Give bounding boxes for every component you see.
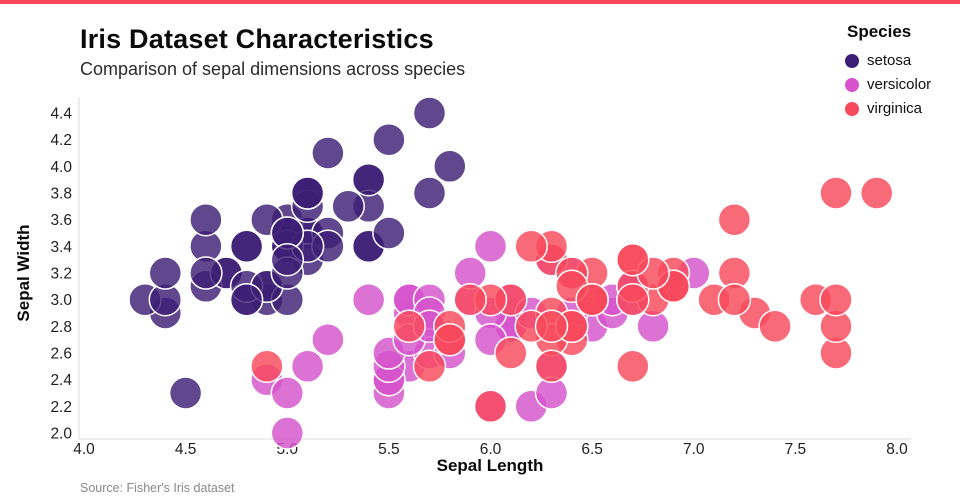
y-tick-label: 2.0 (50, 426, 72, 443)
point-setosa (311, 136, 345, 170)
y-tick-label: 3.0 (50, 292, 72, 309)
point-virginica (717, 282, 752, 317)
point-setosa (189, 202, 223, 237)
x-tick-label: 6.0 (480, 441, 502, 458)
x-tick-label: 4.5 (175, 441, 197, 458)
point-setosa (229, 282, 264, 317)
y-tick-label: 2.2 (50, 399, 72, 416)
legend-label: versicolor (867, 76, 932, 93)
point-virginica (758, 309, 792, 344)
x-tick-label: 7.5 (785, 441, 807, 458)
point-setosa (229, 229, 264, 264)
legend-title: Species (847, 22, 912, 41)
y-tick-label: 3.2 (50, 266, 72, 283)
point-virginica (717, 202, 752, 237)
point-setosa (270, 242, 305, 277)
y-tick-label: 4.2 (50, 132, 72, 149)
point-setosa (372, 122, 406, 157)
point-setosa (433, 149, 467, 184)
legend: Species setosa versicolor virginica (845, 22, 957, 124)
point-setosa (189, 256, 223, 290)
y-tick-label: 4.0 (50, 159, 72, 176)
accent-topbar (0, 0, 960, 4)
y-tick-label: 3.6 (50, 212, 72, 229)
legend-item-versicolor: versicolor (845, 76, 957, 93)
x-tick-label: 6.5 (581, 441, 603, 458)
point-virginica (819, 176, 853, 210)
point-setosa (412, 176, 447, 210)
legend-swatch-versicolor (845, 77, 859, 92)
y-tick-label: 2.8 (50, 319, 72, 336)
x-tick-label: 8.0 (886, 441, 908, 458)
point-setosa (290, 176, 325, 210)
point-virginica (534, 349, 569, 384)
legend-items: setosa versicolor virginica (845, 52, 957, 117)
point-virginica (453, 282, 487, 317)
point-setosa (372, 216, 406, 250)
y-tick-label: 2.6 (50, 346, 72, 363)
point-virginica (616, 242, 650, 277)
point-virginica (494, 336, 528, 370)
point-setosa (412, 96, 447, 130)
y-axis-title: Sepal Width (14, 224, 33, 322)
chart-subtitle: Comparison of sepal dimensions across sp… (80, 59, 466, 79)
legend-swatch-setosa (845, 53, 859, 68)
y-tick-label: 4.4 (50, 106, 72, 123)
point-virginica (859, 176, 894, 210)
x-tick-label: 4.0 (73, 441, 95, 458)
point-setosa (148, 256, 183, 290)
legend-label: virginica (867, 100, 923, 117)
y-tick-label: 2.4 (50, 372, 72, 389)
x-tick-label: 7.0 (683, 441, 705, 458)
legend-item-virginica: virginica (845, 100, 957, 117)
legend-label: setosa (867, 52, 912, 69)
point-virginica (392, 309, 426, 344)
point-virginica (575, 282, 609, 317)
point-setosa (351, 162, 386, 197)
point-setosa (331, 189, 365, 224)
point-versicolor (473, 229, 508, 264)
x-axis-title: Sepal Length (436, 456, 544, 475)
point-versicolor (290, 349, 325, 384)
point-virginica (616, 282, 650, 317)
point-setosa (168, 376, 203, 410)
y-tick-label: 3.8 (50, 186, 72, 203)
legend-item-setosa: setosa (845, 52, 957, 69)
x-tick-label: 5.5 (378, 441, 400, 458)
point-versicolor (270, 376, 305, 410)
point-virginica (433, 322, 467, 357)
source-note: Source: Fisher's Iris dataset (80, 481, 235, 495)
point-virginica (616, 349, 650, 384)
point-virginica (473, 389, 508, 424)
point-virginica (250, 349, 284, 384)
point-versicolor (351, 282, 386, 317)
point-virginica (412, 349, 447, 384)
point-versicolor (311, 322, 345, 357)
point-versicolor (270, 416, 305, 450)
point-virginica (534, 309, 569, 344)
chart-title: Iris Dataset Characteristics (80, 24, 434, 54)
point-virginica (819, 282, 853, 317)
point-virginica (514, 229, 548, 264)
legend-swatch-virginica (845, 101, 859, 116)
y-tick-label: 3.4 (50, 239, 72, 256)
